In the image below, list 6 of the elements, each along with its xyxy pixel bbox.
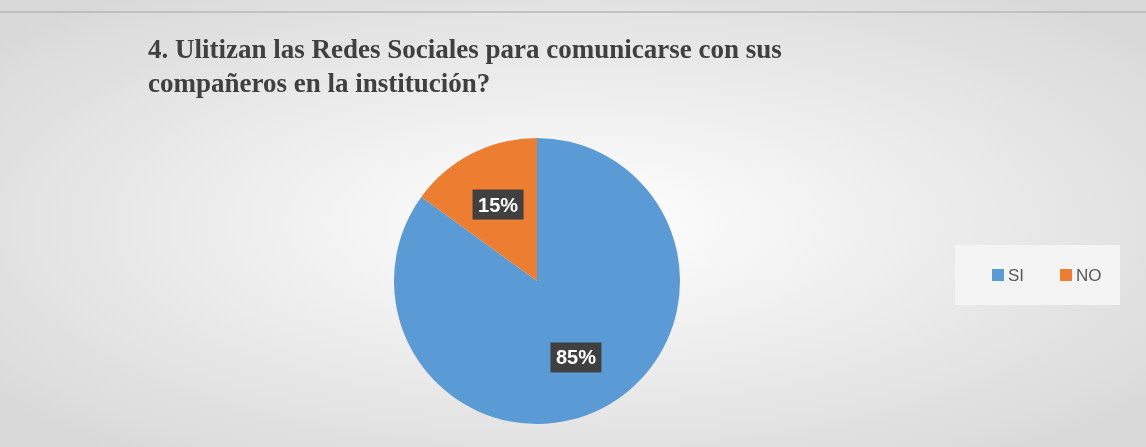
pie-slice <box>394 138 680 424</box>
legend-label: NO <box>1076 266 1102 285</box>
chart-title: 4. Ulitizan las Redes Sociales para comunicarse con sus compañeros en la institución? <box>148 34 782 98</box>
data-label: 15% <box>478 193 519 216</box>
data-label: 85% <box>555 346 597 369</box>
legend-label: SI <box>1008 266 1025 285</box>
